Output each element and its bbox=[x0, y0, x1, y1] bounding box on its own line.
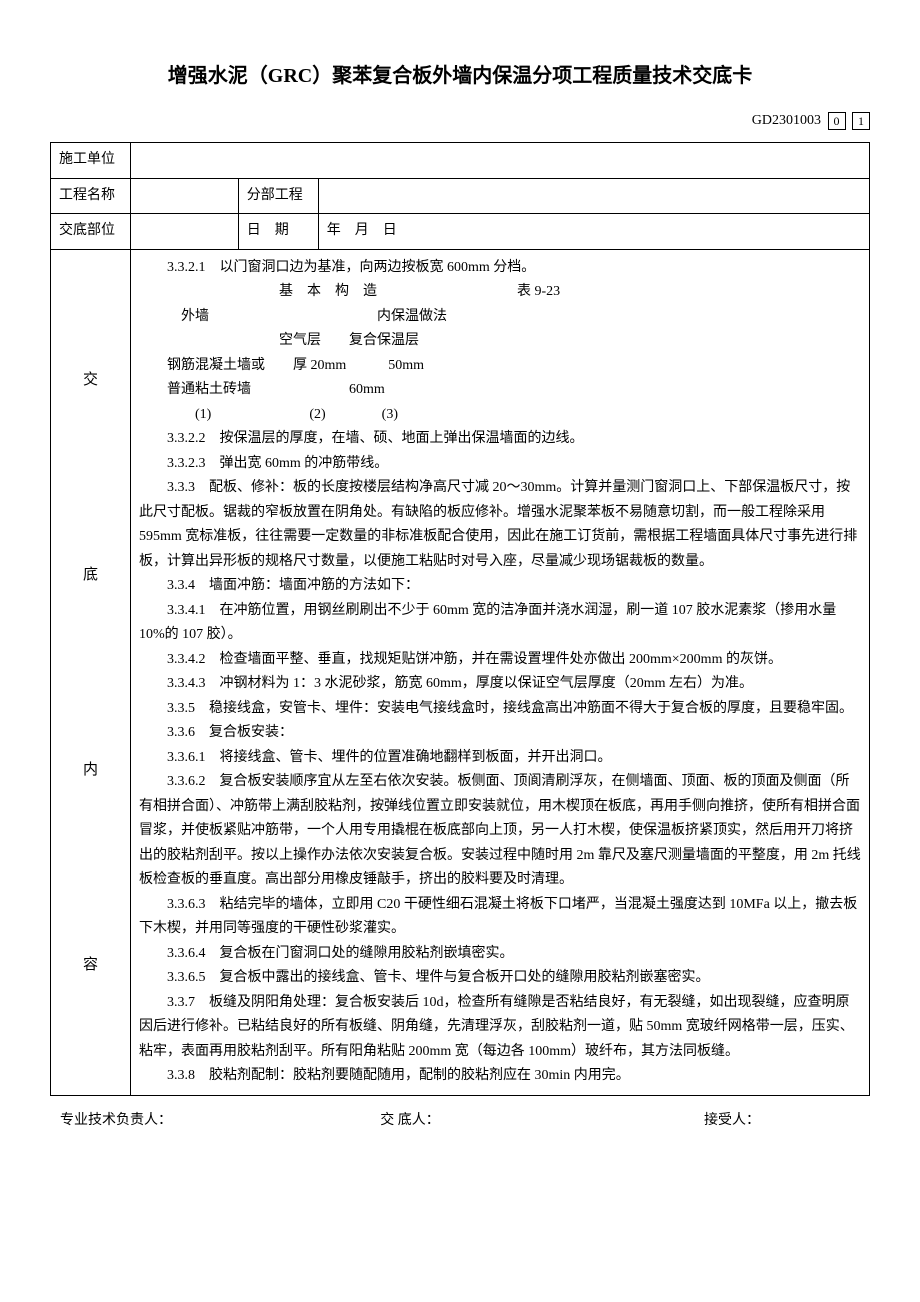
value-subproject bbox=[318, 178, 869, 213]
vl-c4: 容 bbox=[83, 953, 98, 977]
code-box-2: 1 bbox=[852, 112, 870, 130]
p2: 基 本 构 造表 9-23 bbox=[139, 280, 861, 305]
p7: (1)(2)(3) bbox=[139, 403, 861, 428]
row-unit: 施工单位 bbox=[51, 143, 870, 178]
label-subproject: 分部工程 bbox=[238, 178, 318, 213]
value-project bbox=[131, 178, 239, 213]
footer-receiver: 接受人： bbox=[527, 1110, 860, 1132]
code-row: GD2301003 0 1 bbox=[50, 110, 870, 132]
content-body: 3.3.2.1 以门窗洞口边为基准，向两边按板宽 600mm 分档。 基 本 构… bbox=[131, 249, 870, 1095]
p20: 3.3.6.4 复合板在门窗洞口处的缝隙用胶粘剂嵌填密实。 bbox=[139, 942, 861, 967]
p17: 3.3.6.1 将接线盒、管卡、埋件的位置准确地翻样到板面，并开出洞口。 bbox=[139, 746, 861, 771]
row-location: 交底部位 日 期 年 月 日 bbox=[51, 214, 870, 249]
row-content: 交 底 内 容 3.3.2.1 以门窗洞口边为基准，向两边按板宽 600mm 分… bbox=[51, 249, 870, 1095]
vl-c2: 底 bbox=[83, 563, 98, 587]
vl-c1: 交 bbox=[83, 368, 98, 392]
code-box-1: 0 bbox=[828, 112, 846, 130]
value-unit bbox=[131, 143, 870, 178]
p23: 3.3.8 胶粘剂配制：胶粘剂要随配随用，配制的胶粘剂应在 30min 内用完。 bbox=[139, 1064, 861, 1089]
p18: 3.3.6.2 复合板安装顺序宜从左至右依次安装。板侧面、顶阆清刷浮灰，在侧墙面… bbox=[139, 770, 861, 893]
p19: 3.3.6.3 粘结完毕的墙体，立即用 C20 干硬性细石混凝土将板下口堵严，当… bbox=[139, 893, 861, 942]
footer: 专业技术负责人： 交 底人： 接受人： bbox=[50, 1110, 870, 1132]
p1: 3.3.2.1 以门窗洞口边为基准，向两边按板宽 600mm 分档。 bbox=[139, 256, 861, 281]
label-unit: 施工单位 bbox=[51, 143, 131, 178]
p14: 3.3.4.3 冲钢材料为 1：3 水泥砂浆，筋宽 60mm，厚度以保证空气层厚… bbox=[139, 672, 861, 697]
p15: 3.3.5 稳接线盒，安管卡、埋件：安装电气接线盒时，接线盒高出冲筋面不得大于复… bbox=[139, 697, 861, 722]
label-date: 日 期 bbox=[238, 214, 318, 249]
p12: 3.3.4.1 在冲筋位置，用钢丝刷刷出不少于 60mm 宽的洁净面并浇水润湿，… bbox=[139, 599, 861, 648]
row-project: 工程名称 分部工程 bbox=[51, 178, 870, 213]
label-project: 工程名称 bbox=[51, 178, 131, 213]
p4: 空气层复合保温层 bbox=[139, 329, 861, 354]
doc-title: 增强水泥（GRC）聚苯复合板外墙内保温分项工程质量技术交底卡 bbox=[50, 60, 870, 92]
footer-presenter: 交 底人： bbox=[293, 1110, 526, 1132]
p13: 3.3.4.2 检查墙面平整、垂直，找规矩贴饼冲筋，并在需设置埋件处亦做出 20… bbox=[139, 648, 861, 673]
p11: 3.3.4 墙面冲筋：墙面冲筋的方法如下： bbox=[139, 574, 861, 599]
doc-code: GD2301003 bbox=[752, 113, 821, 128]
p22: 3.3.7 板缝及阴阳角处理：复合板安装后 10d，检查所有缝隙是否粘结良好，有… bbox=[139, 991, 861, 1065]
p5: 钢筋混凝土墙或厚 20mm50mm bbox=[139, 354, 861, 379]
vl-c3: 内 bbox=[83, 758, 98, 782]
p21: 3.3.6.5 复合板中露出的接线盒、管卡、埋件与复合板开口处的缝隙用胶粘剂嵌塞… bbox=[139, 966, 861, 991]
p16: 3.3.6 复合板安装： bbox=[139, 721, 861, 746]
p9: 3.3.2.3 弹出宽 60mm 的冲筋带线。 bbox=[139, 452, 861, 477]
p3: 外墙内保温做法 bbox=[139, 305, 861, 330]
p8: 3.3.2.2 按保温层的厚度，在墙、硕、地面上弹出保温墙面的边线。 bbox=[139, 427, 861, 452]
value-date: 年 月 日 bbox=[318, 214, 869, 249]
value-location bbox=[131, 214, 239, 249]
vertical-label: 交 底 内 容 bbox=[51, 249, 131, 1095]
p10: 3.3.3 配板、修补：板的长度按楼层结构净高尺寸减 20～30mm。计算并量测… bbox=[139, 476, 861, 574]
p6: 普通粘土砖墙60mm bbox=[139, 378, 861, 403]
footer-tech-lead: 专业技术负责人： bbox=[60, 1110, 293, 1132]
form-table: 施工单位 工程名称 分部工程 交底部位 日 期 年 月 日 交 底 内 容 3.… bbox=[50, 142, 870, 1095]
label-location: 交底部位 bbox=[51, 214, 131, 249]
